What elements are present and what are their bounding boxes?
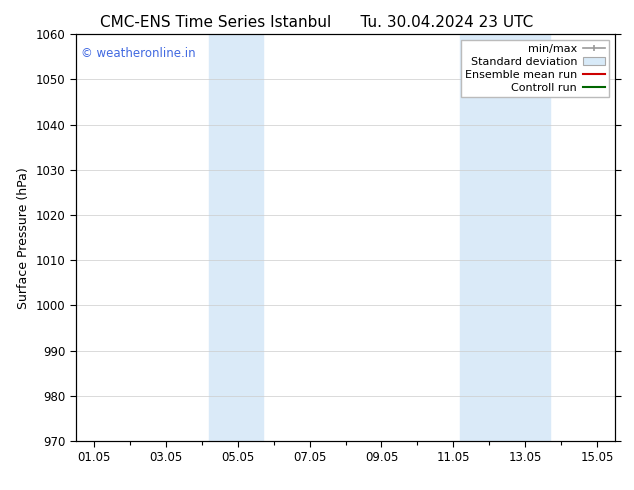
Bar: [460, 34, 496, 441]
Bar: [209, 34, 263, 441]
Text: CMC-ENS Time Series Istanbul      Tu. 30.04.2024 23 UTC: CMC-ENS Time Series Istanbul Tu. 30.04.2…: [100, 15, 534, 30]
Text: © weatheronline.in: © weatheronline.in: [81, 47, 196, 59]
Bar: [496, 34, 550, 441]
Legend: min/max, Standard deviation, Ensemble mean run, Controll run: min/max, Standard deviation, Ensemble me…: [460, 40, 609, 97]
Y-axis label: Surface Pressure (hPa): Surface Pressure (hPa): [17, 167, 30, 309]
